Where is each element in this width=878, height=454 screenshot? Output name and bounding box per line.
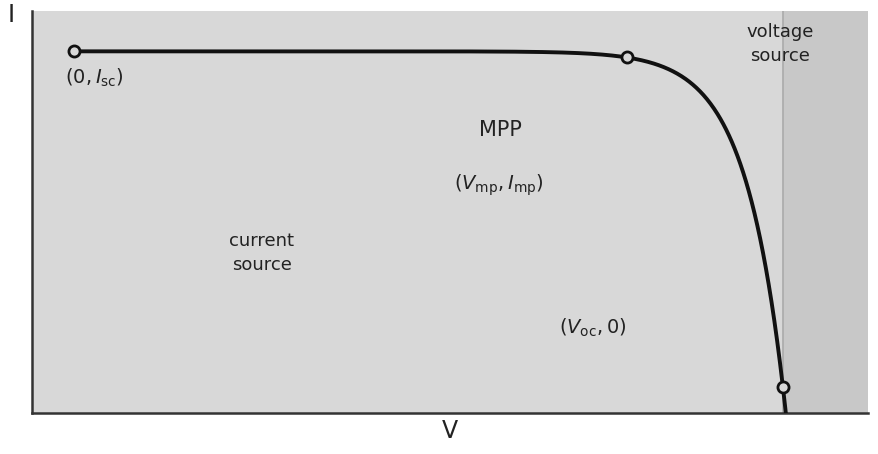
Text: MPP: MPP <box>479 120 522 140</box>
Text: voltage
source: voltage source <box>745 23 813 65</box>
Y-axis label: I: I <box>7 3 14 27</box>
Text: current
source: current source <box>229 232 294 274</box>
Text: $(0, I_\mathrm{sc})$: $(0, I_\mathrm{sc})$ <box>65 67 124 89</box>
Bar <box>782 11 878 413</box>
Text: $(V_\mathrm{mp}, I_\mathrm{mp})$: $(V_\mathrm{mp}, I_\mathrm{mp})$ <box>453 172 543 197</box>
Text: $(V_\mathrm{oc}, 0)$: $(V_\mathrm{oc}, 0)$ <box>558 317 625 339</box>
X-axis label: V: V <box>442 419 457 443</box>
